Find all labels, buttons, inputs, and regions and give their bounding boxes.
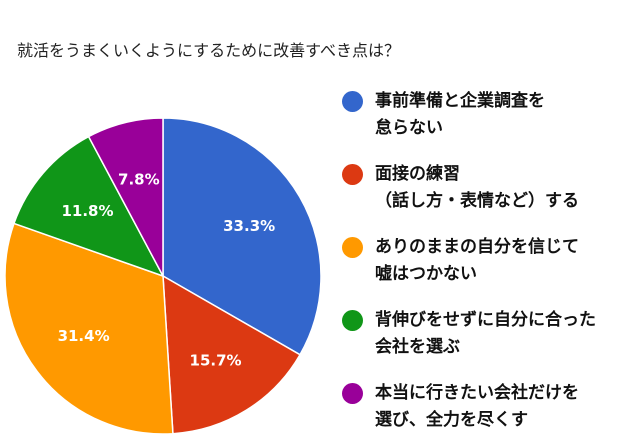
- pie-slice-5: [87, 117, 164, 277]
- legend-swatch-1: [342, 91, 363, 112]
- chart-title: 就活をうまくいくようにするために改善すべき点は？: [17, 41, 401, 60]
- legend-swatch-5: [342, 383, 363, 404]
- slice-value-label-3: 31.4%: [58, 327, 110, 345]
- legend-label-2: 面接の練習 （話し方・表情など）する: [375, 164, 579, 211]
- slice-value-label-1: 33.3%: [223, 217, 275, 235]
- legend-label-4: 背伸びをせずに自分に合った 会社を選ぶ: [375, 310, 596, 357]
- legend-swatch-4: [342, 310, 363, 331]
- legend-swatch-3: [342, 237, 363, 258]
- pie-slice-3: [4, 222, 174, 435]
- slice-value-label-5: 7.8%: [118, 170, 160, 188]
- legend-label-3: ありのままの自分を信じて 嘘はつかない: [375, 237, 579, 284]
- pie-slice-4: [13, 135, 165, 278]
- slice-value-label-4: 11.8%: [61, 202, 113, 220]
- pie-slice-2: [162, 274, 302, 435]
- pie-slice-1: [162, 117, 322, 356]
- slice-value-label-2: 15.7%: [190, 352, 242, 370]
- legend-swatch-2: [342, 164, 363, 185]
- legend-label-5: 本当に行きたい会社だけを 選び、全力を尽くす: [375, 383, 579, 430]
- legend-label-1: 事前準備と企業調査を 怠らない: [375, 91, 545, 138]
